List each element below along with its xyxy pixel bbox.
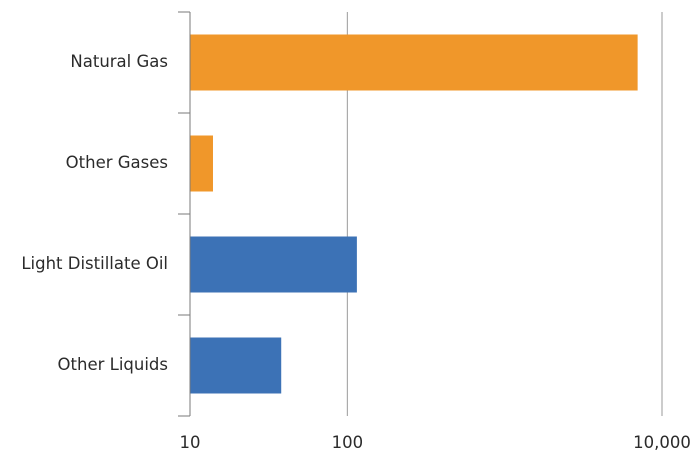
axes (178, 11, 191, 417)
x-tick-label-10000: 10,000 (633, 433, 691, 452)
category-label-light-distillate-oil: Light Distillate Oil (21, 254, 168, 273)
x-tick-labels: 10 100 10,000 (180, 433, 691, 452)
category-labels: Natural Gas Other Gases Light Distillate O… (21, 52, 168, 374)
y-axis-ticks (178, 11, 190, 417)
bars (190, 34, 638, 394)
category-label-natural-gas: Natural Gas (70, 52, 168, 71)
bar-other-liquids (190, 337, 282, 394)
x-tick-label-10: 10 (180, 433, 201, 452)
bar-natural-gas (190, 34, 638, 91)
bar-other-gases (190, 135, 213, 192)
x-tick-label-100: 100 (332, 433, 364, 452)
bar-light-distillate-oil (190, 236, 357, 293)
category-label-other-liquids: Other Liquids (58, 355, 168, 374)
category-label-other-gases: Other Gases (66, 153, 168, 172)
